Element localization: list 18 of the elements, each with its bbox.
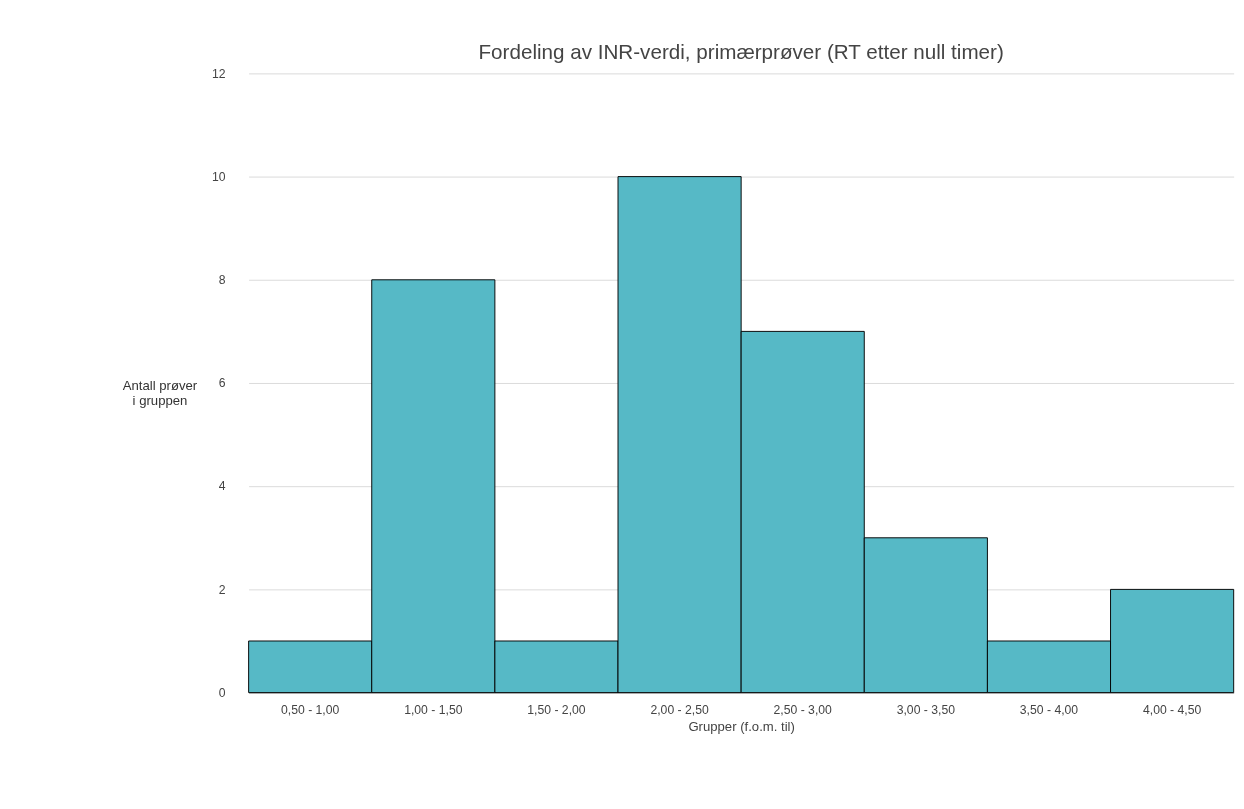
x-axis-title: Grupper (f.o.m. til) (688, 718, 795, 734)
y-tick-label: 6 (218, 376, 226, 391)
x-tick-label: 1,00 - 1,50 (404, 702, 463, 717)
x-tick-label: 2,00 - 2,50 (650, 702, 709, 717)
y-tick-label: 8 (218, 273, 226, 288)
x-tick-label: 4,00 - 4,50 (1142, 702, 1202, 717)
y-tick-label: 0 (218, 685, 226, 700)
x-tick-label: 3,50 - 4,00 (1019, 702, 1079, 717)
x-tick-label: 1,50 - 2,00 (527, 702, 586, 717)
x-tick-label: 0,50 - 1,00 (281, 702, 340, 717)
y-tick-label: 10 (212, 169, 226, 184)
y-tick-label: 2 (218, 582, 226, 597)
chart-title: Fordeling av INR-verdi, primærprøver (RT etter null timer) (478, 40, 1004, 64)
x-tick-label: 3,00 - 3,50 (896, 702, 956, 717)
y-tick-label: 4 (218, 479, 226, 494)
y-tick-label: 12 (212, 66, 226, 81)
x-tick-label: 2,50 - 3,00 (773, 702, 833, 717)
y-axis-title: Antall prøver i gruppen (122, 378, 198, 409)
